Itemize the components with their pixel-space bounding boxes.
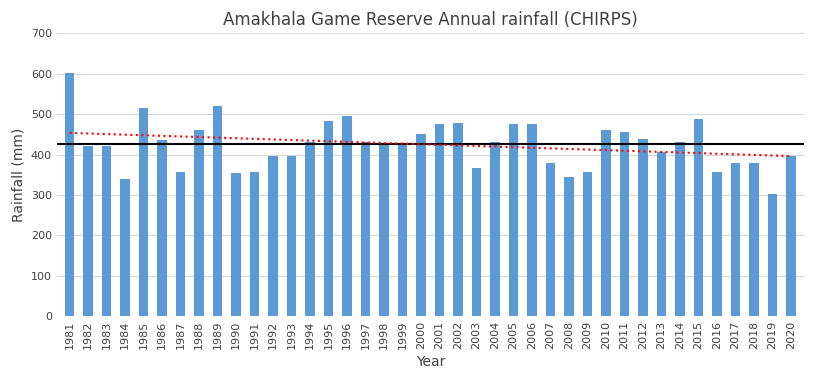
Bar xyxy=(601,130,610,316)
Bar xyxy=(268,156,278,316)
Bar xyxy=(306,142,315,316)
X-axis label: Year: Year xyxy=(416,355,445,369)
Bar xyxy=(731,163,740,316)
Bar xyxy=(583,171,593,316)
Title: Amakhala Game Reserve Annual rainfall (CHIRPS): Amakhala Game Reserve Annual rainfall (C… xyxy=(222,11,637,29)
Bar xyxy=(83,146,93,316)
Bar xyxy=(380,144,389,316)
Bar xyxy=(65,73,74,316)
Bar xyxy=(564,177,574,316)
Bar xyxy=(139,108,148,316)
Bar xyxy=(287,156,296,316)
Bar xyxy=(250,171,259,316)
Bar xyxy=(768,194,777,316)
Bar xyxy=(435,124,444,316)
Bar xyxy=(657,152,666,316)
Bar xyxy=(176,172,185,316)
Bar xyxy=(638,139,648,316)
Bar xyxy=(546,163,555,316)
Bar xyxy=(398,143,408,316)
Bar xyxy=(620,132,629,316)
Bar xyxy=(527,124,536,316)
Bar xyxy=(694,119,703,316)
Bar xyxy=(213,106,222,316)
Bar xyxy=(361,142,370,316)
Bar xyxy=(231,173,240,316)
Bar xyxy=(416,134,425,316)
Bar xyxy=(472,168,481,316)
Bar xyxy=(491,142,500,316)
Bar xyxy=(195,130,204,316)
Bar xyxy=(324,121,333,316)
Bar xyxy=(342,116,351,316)
Y-axis label: Rainfall (mm): Rainfall (mm) xyxy=(11,128,25,222)
Bar xyxy=(157,139,167,316)
Bar xyxy=(676,142,685,316)
Bar xyxy=(786,156,795,316)
Bar xyxy=(453,123,463,316)
Bar xyxy=(509,124,518,316)
Bar xyxy=(121,179,130,316)
Bar xyxy=(102,146,111,316)
Bar xyxy=(712,171,721,316)
Bar xyxy=(749,163,759,316)
